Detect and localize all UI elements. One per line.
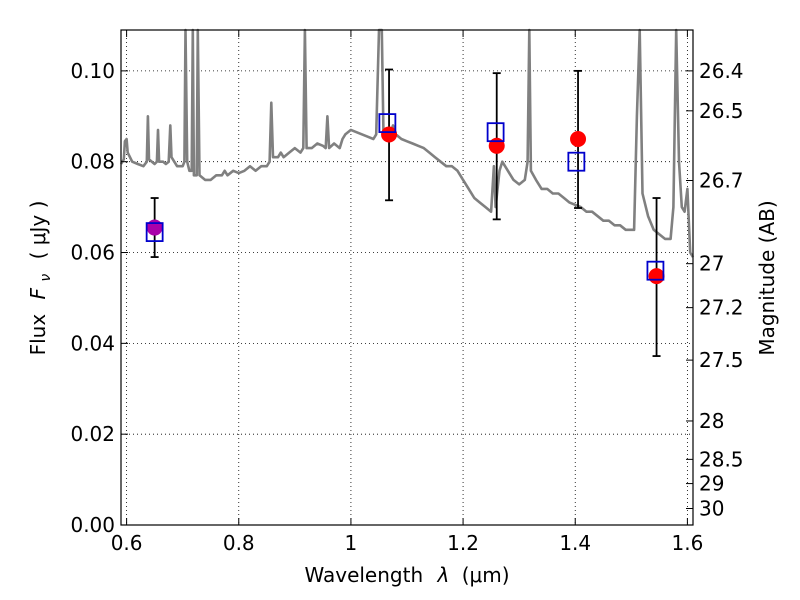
x-tick-label: 1.4 [559, 531, 591, 555]
y-tick-label: 0.00 [70, 513, 115, 537]
model-photometry-square [145, 222, 164, 242]
x-tick-label: 1.2 [447, 531, 479, 555]
x-tick-label: 0.6 [111, 531, 143, 555]
magnitude-tick-label: 27.2 [699, 296, 744, 320]
observed-point [648, 268, 665, 285]
x-axis: 0.6 0.8 1 1.2 1.4 1.6 [111, 30, 703, 555]
observed-point [146, 219, 163, 236]
y-axis-label-unit: ( μJy ) [26, 201, 50, 260]
y-axis-label-symbol: F [26, 287, 50, 299]
model-photometry-square [378, 113, 397, 133]
y-tick-label: 0.08 [70, 150, 115, 174]
magnitude-tick-label: 26.7 [699, 169, 744, 193]
model-spectrum-layer [119, 28, 695, 258]
magnitude-tick-label: 28.5 [699, 447, 744, 471]
magnitude-tick-label: 30 [699, 497, 724, 521]
y-tick-label: 0.02 [70, 422, 115, 446]
magnitude-tick-label: 29 [699, 472, 724, 496]
y-tick-label: 0.04 [70, 331, 115, 355]
magnitude-tick-label: 26.5 [699, 99, 744, 123]
model-photometry-square [567, 151, 586, 172]
observed-point [381, 126, 398, 143]
y-axis-label: Flux F ν ( μJy ) [26, 201, 55, 356]
x-tick-label: 1 [345, 531, 358, 555]
observed-point [488, 137, 505, 154]
y-axis-label-text: Flux [26, 314, 50, 356]
observed-point [570, 130, 587, 147]
x-tick-label: 0.8 [223, 531, 255, 555]
plot-frame [120, 29, 694, 526]
x-axis-label-unit: (μm) [462, 563, 510, 587]
model-spectrum-line [119, 28, 695, 258]
magnitude-tick-label: 28 [699, 409, 724, 433]
magnitude-tick-label: 27.5 [699, 348, 744, 372]
x-axis-label-text: Wavelength [304, 563, 423, 587]
model-photometry-square [646, 260, 665, 281]
model-photometry-square [486, 122, 505, 143]
y-tick-label: 0.10 [70, 59, 115, 83]
x-axis-label: Wavelength λ (μm) [304, 563, 509, 587]
magnitude-tick-label: 27 [699, 252, 724, 276]
y-axis: 0.00 0.02 0.04 0.06 0.08 0.10 [70, 59, 128, 537]
magnitude-axis-label: Magnitude (AB) [755, 200, 779, 355]
x-axis-label-symbol: λ [437, 563, 450, 587]
plot-background [121, 30, 693, 525]
x-tick-label: 1.6 [671, 531, 703, 555]
y-axis-label-subscript: ν [38, 274, 54, 282]
y-tick-label: 0.06 [70, 241, 115, 265]
magnitude-tick-label: 26.4 [699, 59, 744, 83]
observed-points-layer [146, 126, 665, 285]
model-photometry-layer [145, 113, 665, 281]
